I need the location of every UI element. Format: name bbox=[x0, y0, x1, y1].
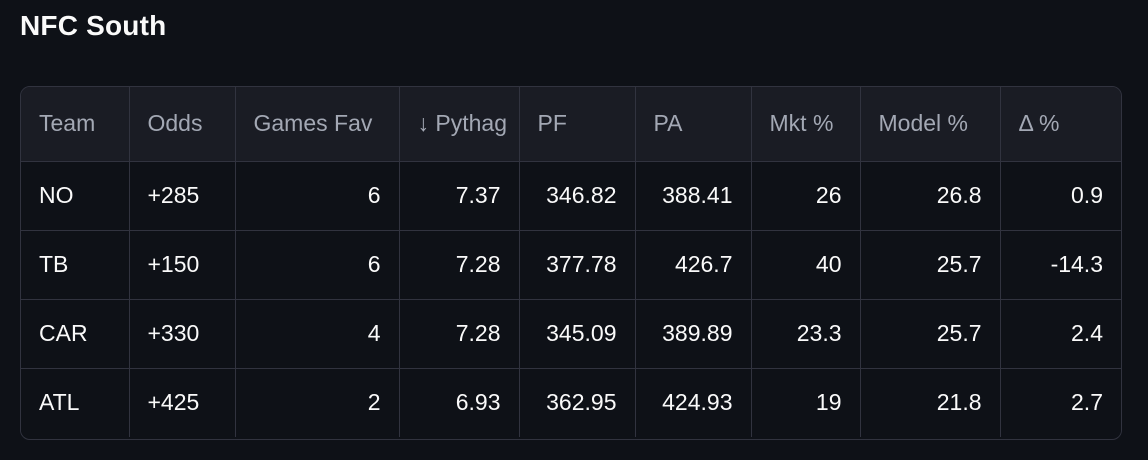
table-cell[interactable]: 25.7 bbox=[860, 299, 1001, 369]
table-cell[interactable]: NO bbox=[21, 161, 130, 231]
table-cell[interactable]: 0.9 bbox=[1000, 161, 1121, 231]
table-cell[interactable]: 6.93 bbox=[399, 368, 520, 437]
table-row: TB +150 6 7.28 377.78 426.7 40 25.7 -14.… bbox=[21, 230, 1121, 300]
table-row: CAR +330 4 7.28 345.09 389.89 23.3 25.7 … bbox=[21, 299, 1121, 369]
table-cell[interactable]: 21.8 bbox=[860, 368, 1001, 437]
table-cell[interactable]: 26 bbox=[751, 161, 861, 231]
table-cell[interactable]: 346.82 bbox=[519, 161, 636, 231]
table-cell[interactable]: 389.89 bbox=[635, 299, 752, 369]
table-cell[interactable]: 6 bbox=[235, 230, 400, 300]
table-cell[interactable]: CAR bbox=[21, 299, 130, 369]
table-cell[interactable]: +425 bbox=[129, 368, 236, 437]
table-cell[interactable]: 23.3 bbox=[751, 299, 861, 369]
table-row: ATL +425 2 6.93 362.95 424.93 19 21.8 2.… bbox=[21, 368, 1121, 437]
table-cell[interactable]: +330 bbox=[129, 299, 236, 369]
table-cell[interactable]: TB bbox=[21, 230, 130, 300]
column-header-mkt-pct[interactable]: Mkt % bbox=[751, 87, 861, 162]
table-cell[interactable]: 7.28 bbox=[399, 230, 520, 300]
column-header-pa[interactable]: PA bbox=[635, 87, 752, 162]
table-cell[interactable]: -14.3 bbox=[1000, 230, 1121, 300]
section-title: NFC South bbox=[20, 10, 167, 41]
table-cell[interactable]: 2.7 bbox=[1000, 368, 1121, 437]
table-cell[interactable]: 7.37 bbox=[399, 161, 520, 231]
table-cell[interactable]: 424.93 bbox=[635, 368, 752, 437]
table-cell[interactable]: +150 bbox=[129, 230, 236, 300]
table-cell[interactable]: 6 bbox=[235, 161, 400, 231]
column-header-delta-pct[interactable]: Δ % bbox=[1000, 87, 1121, 162]
table-cell[interactable]: 2 bbox=[235, 368, 400, 437]
column-header-odds[interactable]: Odds bbox=[129, 87, 236, 162]
table-cell[interactable]: 7.28 bbox=[399, 299, 520, 369]
table-cell[interactable]: 2.4 bbox=[1000, 299, 1121, 369]
table-cell[interactable]: 4 bbox=[235, 299, 400, 369]
column-header-model-pct[interactable]: Model % bbox=[860, 87, 1001, 162]
column-header-pythag-sorted[interactable]: ↓ Pythag bbox=[399, 87, 520, 162]
table-cell[interactable]: +285 bbox=[129, 161, 236, 231]
column-header-pf[interactable]: PF bbox=[519, 87, 636, 162]
table-cell[interactable]: 26.8 bbox=[860, 161, 1001, 231]
table-header-row: Team Odds Games Fav ↓ Pythag PF PA Mkt %… bbox=[21, 87, 1121, 162]
table-cell[interactable]: 19 bbox=[751, 368, 861, 437]
table-cell[interactable]: 345.09 bbox=[519, 299, 636, 369]
standings-table-container[interactable]: Team Odds Games Fav ↓ Pythag PF PA Mkt %… bbox=[20, 86, 1122, 440]
column-header-team[interactable]: Team bbox=[21, 87, 130, 162]
standings-table: Team Odds Games Fav ↓ Pythag PF PA Mkt %… bbox=[21, 87, 1121, 437]
table-cell[interactable]: 426.7 bbox=[635, 230, 752, 300]
table-cell[interactable]: 377.78 bbox=[519, 230, 636, 300]
table-cell[interactable]: 40 bbox=[751, 230, 861, 300]
table-cell[interactable]: 25.7 bbox=[860, 230, 1001, 300]
table-cell[interactable]: 388.41 bbox=[635, 161, 752, 231]
column-header-games-fav[interactable]: Games Fav bbox=[235, 87, 400, 162]
table-cell[interactable]: 362.95 bbox=[519, 368, 636, 437]
table-row: NO +285 6 7.37 346.82 388.41 26 26.8 0.9 bbox=[21, 161, 1121, 231]
table-cell[interactable]: ATL bbox=[21, 368, 130, 437]
